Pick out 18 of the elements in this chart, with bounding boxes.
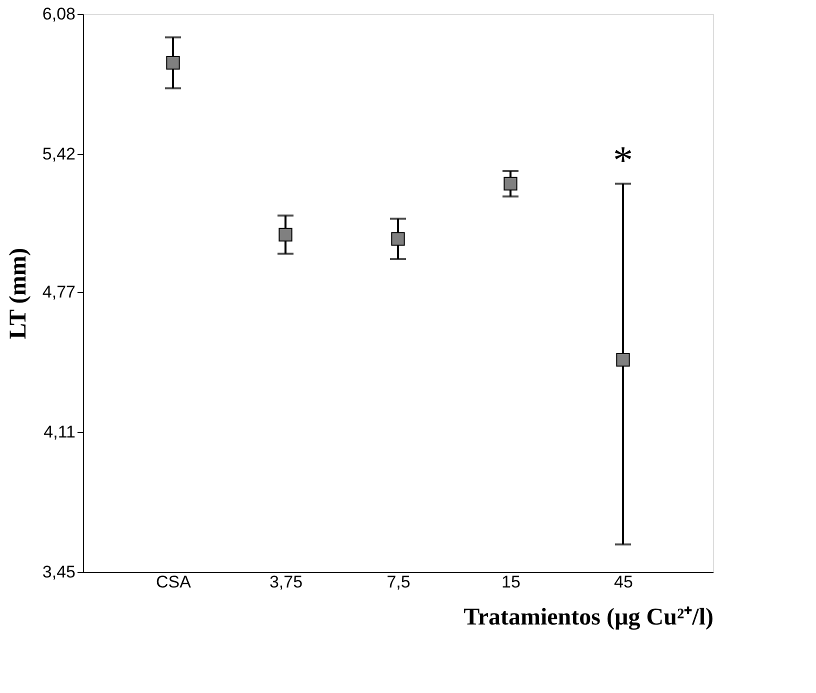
x-tick-label: 45 — [614, 572, 633, 592]
x-tick-label: 15 — [502, 572, 520, 592]
y-tick-label: 3,45 — [42, 562, 76, 582]
point — [166, 56, 180, 70]
y-tick-label: 4,11 — [44, 422, 76, 442]
annotation: * — [613, 138, 633, 183]
point — [504, 176, 518, 191]
point — [391, 232, 405, 246]
x-tick-label: 3,75 — [269, 572, 303, 592]
point — [616, 353, 630, 367]
x-tick-label: 7,5 — [386, 572, 410, 592]
y-tick-label: 6,08 — [42, 4, 76, 24]
x-tick-label: CSA — [156, 572, 192, 592]
y-axis-title: LT (mm) — [5, 248, 32, 340]
y-tick-label: 5,42 — [42, 144, 76, 164]
x-axis-title: Tratamientos (µg Cu²⁺/l) — [464, 604, 714, 630]
point — [278, 228, 292, 242]
y-tick-label: 4,77 — [42, 282, 76, 302]
